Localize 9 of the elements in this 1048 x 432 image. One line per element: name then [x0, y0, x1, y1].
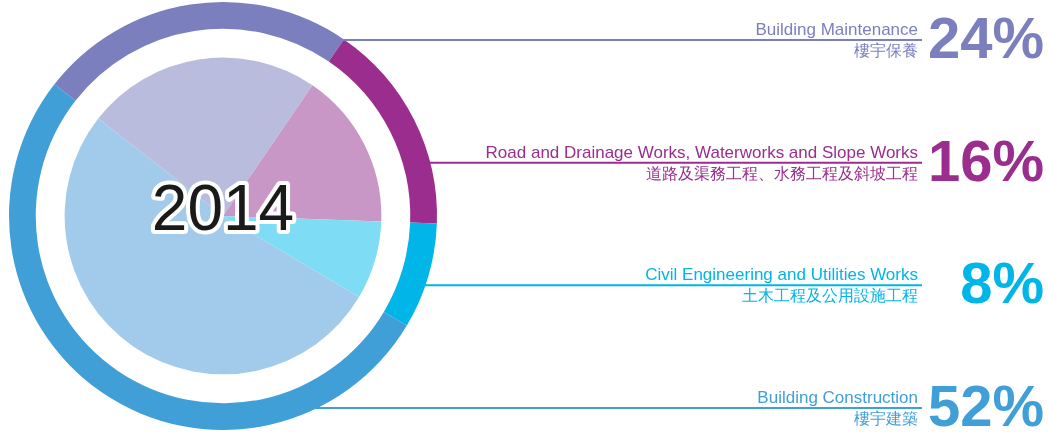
data-label: 16%	[927, 127, 1044, 193]
data-label: 52%	[927, 373, 1044, 432]
text: 2014	[151, 171, 295, 244]
slice-label: Building Construction 樓宇建築	[757, 388, 918, 429]
slice-label: Road and Drainage Works, Waterworks and Slope Works 道路及渠務工程、水務工程及斜坡工程	[485, 142, 918, 183]
data-label: 8%	[960, 250, 1044, 316]
data-label: 24%	[927, 5, 1044, 70]
slice-label: Civil Engineering and Utilities Works 土木工程及公用設施工程	[645, 265, 918, 306]
slice-label: Building Maintenance 樓宇保養	[755, 20, 918, 61]
